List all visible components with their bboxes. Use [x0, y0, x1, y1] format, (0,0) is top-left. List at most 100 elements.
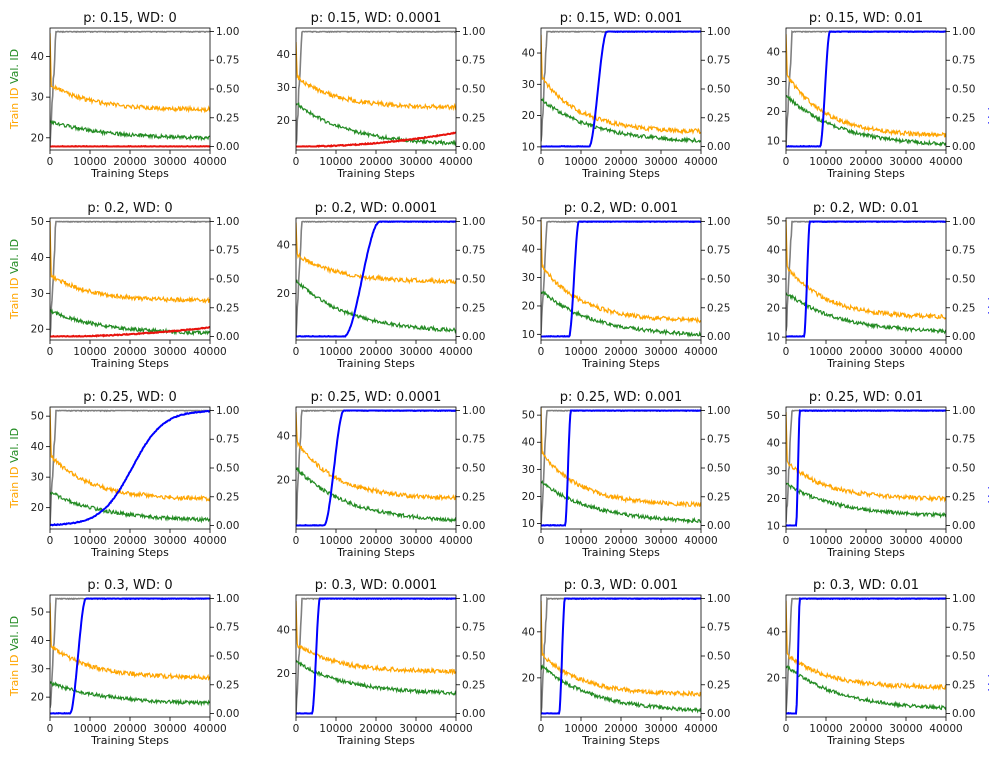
x-tick-label: 40000: [193, 723, 226, 735]
x-tick-label: 30000: [399, 723, 432, 735]
val-id-line: [50, 308, 210, 337]
val-id-line: [541, 479, 701, 525]
x-tick-label: 30000: [153, 346, 186, 358]
y2-tick-label: 0.25: [707, 302, 730, 314]
x-tick-label: 20000: [604, 723, 637, 735]
y2-tick-label: 0.50: [952, 274, 975, 286]
y2-tick-label: 1.00: [952, 26, 975, 38]
subplot-0: p: 0.15, WD: 0 0 10000 20000 30000 40000 Train…: [8, 11, 239, 180]
y-tick-label: 50: [31, 607, 44, 619]
x-axis-label: Training Steps: [581, 734, 660, 747]
y-tick-label: 50: [522, 410, 535, 422]
plot-area: [50, 220, 210, 338]
y2-tick-label: 0.00: [952, 141, 975, 153]
subplot-14: p: 0.3, WD: 0.001 0 10000 20000 30000 40000 Tr…: [522, 578, 731, 747]
y-tick-label: 10: [767, 332, 780, 344]
left-y-axis-label: Train ID Val. ID: [8, 239, 21, 320]
x-axis-label: Training Steps: [90, 357, 169, 370]
plot-frame: [540, 217, 702, 341]
left-y-axis-label: Train ID Val. ID: [8, 428, 21, 509]
x-tick-label: 40000: [439, 535, 472, 547]
y2-tick-label: 0.25: [952, 491, 975, 503]
plot-frame: [49, 27, 211, 151]
x-tick-label: 10000: [564, 156, 597, 168]
y-tick-label: 20: [31, 132, 44, 144]
plot-frame: [785, 217, 947, 341]
val-accuracy-line: [50, 597, 210, 715]
y2-tick-label: 0.50: [216, 463, 239, 475]
x-tick-label: 20000: [604, 156, 637, 168]
y2-tick-label: 0.00: [462, 708, 485, 720]
x-tick-label: 10000: [564, 346, 597, 358]
x-tick-label: 20000: [113, 346, 146, 358]
y-tick-label: 30: [767, 76, 780, 88]
plot-frame: [540, 406, 702, 530]
y-tick-label: 40: [277, 430, 290, 442]
y2-tick-label: 1.00: [216, 216, 239, 228]
plot-area: [786, 219, 946, 338]
x-tick-label: 0: [783, 535, 790, 547]
train-id-line: [541, 600, 701, 698]
subplot-2: p: 0.15, WD: 0.001 0 10000 20000 30000 40000 T…: [522, 11, 731, 180]
x-axis-label: Training Steps: [826, 357, 905, 370]
train-id-line: [541, 34, 701, 135]
y-tick-label: 20: [277, 475, 290, 487]
subplot-title: p: 0.2, WD: 0.01: [813, 201, 919, 216]
x-tick-label: 40000: [929, 535, 962, 547]
y-tick-label: 30: [522, 464, 535, 476]
plot-area: [541, 30, 701, 148]
x-tick-label: 10000: [73, 723, 106, 735]
y-tick-label: 50: [767, 410, 780, 422]
val-id-line: [786, 482, 946, 519]
y2-tick-label: 0.50: [462, 463, 485, 475]
y-tick-label: 40: [31, 51, 44, 63]
plot-area: [50, 408, 210, 527]
subplot-title: p: 0.2, WD: 0.001: [564, 201, 678, 216]
y-tick-label: 10: [522, 141, 535, 153]
subplot-title: p: 0.2, WD: 0: [87, 201, 172, 216]
x-tick-label: 40000: [439, 346, 472, 358]
x-tick-label: 0: [47, 156, 54, 168]
x-tick-label: 20000: [113, 535, 146, 547]
y2-tick-label: 0.25: [462, 302, 485, 314]
train-id-line: [786, 411, 946, 503]
y-tick-label: 20: [767, 672, 780, 684]
x-tick-label: 20000: [359, 535, 392, 547]
val-accuracy-line: [541, 409, 701, 527]
val-id-line: [786, 665, 946, 711]
plot-area: [296, 30, 456, 148]
y-tick-label: 20: [767, 106, 780, 118]
subplot-11: p: 0.25, WD: 0.01 0 10000 20000 30000 40000 Tr…: [767, 390, 989, 559]
y2-tick-label: 1.00: [952, 405, 975, 417]
val-accuracy-line: [786, 30, 946, 148]
subplot-4: p: 0.2, WD: 0 0 10000 20000 30000 40000 Traini…: [8, 201, 239, 370]
train-accuracy-line: [541, 409, 701, 526]
y2-tick-label: 0.25: [952, 302, 975, 314]
y2-tick-label: 1.00: [707, 26, 730, 38]
y-tick-label: 50: [31, 216, 44, 228]
y2-tick-label: 1.00: [952, 593, 975, 605]
y-tick-label: 30: [31, 92, 44, 104]
y2-tick-label: 0.50: [216, 651, 239, 663]
subplot-title: p: 0.3, WD: 0.001: [564, 578, 678, 593]
y2-tick-label: 0.00: [462, 520, 485, 532]
y2-tick-label: 0.00: [707, 331, 730, 343]
x-tick-label: 20000: [604, 346, 637, 358]
subplot-title: p: 0.3, WD: 0: [87, 578, 172, 593]
x-tick-label: 40000: [684, 346, 717, 358]
left-y-axis-label-part: Train ID: [8, 655, 21, 698]
val-accuracy-line: [541, 220, 701, 338]
y2-tick-label: 1.00: [707, 216, 730, 228]
x-tick-label: 30000: [399, 535, 432, 547]
subplot-7: p: 0.2, WD: 0.01 0 10000 20000 30000 40000 Tra…: [767, 201, 989, 370]
y-tick-label: 20: [522, 110, 535, 122]
x-axis-label: Training Steps: [826, 734, 905, 747]
x-tick-label: 10000: [73, 346, 106, 358]
y2-tick-label: 0.00: [707, 520, 730, 532]
x-tick-label: 40000: [684, 723, 717, 735]
train-accuracy-line: [541, 596, 701, 714]
y-tick-label: 40: [31, 635, 44, 647]
y-tick-label: 20: [522, 491, 535, 503]
x-tick-label: 30000: [153, 156, 186, 168]
plot-area: [296, 409, 456, 527]
